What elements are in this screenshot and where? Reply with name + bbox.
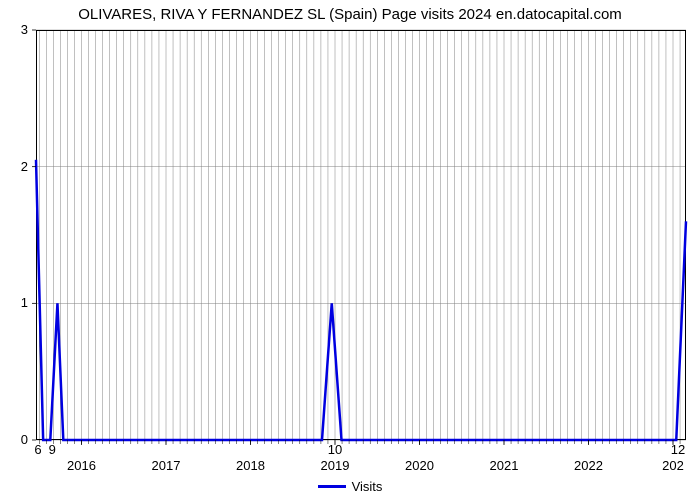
chart-plot <box>36 30 686 440</box>
x-tick-label: 2018 <box>236 458 265 473</box>
x-tick-label: 2019 <box>321 458 350 473</box>
legend-swatch <box>318 485 346 488</box>
x-tick-label: 2022 <box>574 458 603 473</box>
value-label: 10 <box>328 442 342 457</box>
y-tick-label: 2 <box>21 159 28 174</box>
y-tick-label: 0 <box>21 432 28 447</box>
value-label: 6 <box>34 442 41 457</box>
value-label: 9 <box>49 442 56 457</box>
x-tick-label: 202 <box>662 458 684 473</box>
x-tick-label: 2016 <box>67 458 96 473</box>
value-label: 12 <box>671 442 685 457</box>
chart-title: OLIVARES, RIVA Y FERNANDEZ SL (Spain) Pa… <box>0 6 700 23</box>
x-tick-label: 2021 <box>490 458 519 473</box>
legend-label: Visits <box>352 479 383 494</box>
legend: Visits <box>0 478 700 494</box>
x-tick-label: 2020 <box>405 458 434 473</box>
y-tick-label: 1 <box>21 295 28 310</box>
x-tick-label: 2017 <box>152 458 181 473</box>
y-tick-label: 3 <box>21 22 28 37</box>
